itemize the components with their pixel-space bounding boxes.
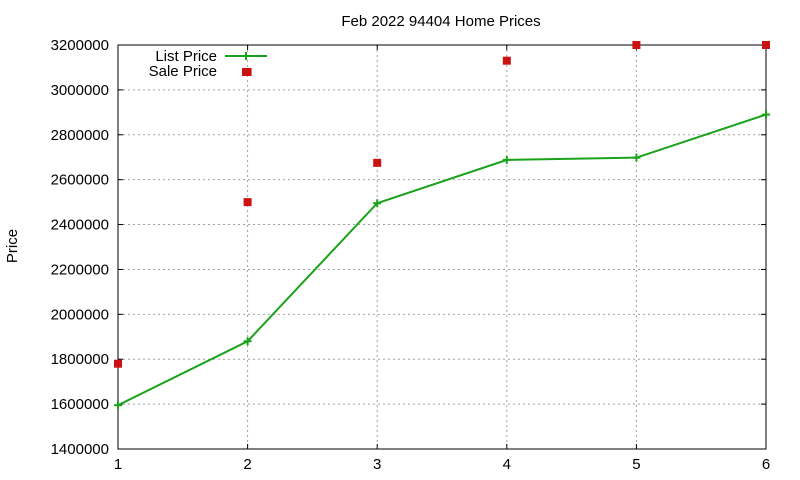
y-tick-label: 1800000 (51, 351, 109, 368)
legend-label-sale-price: Sale Price (149, 63, 217, 80)
y-tick-label: 2000000 (51, 306, 109, 323)
legend-marker-list-price (242, 52, 250, 60)
x-tick-label: 2 (243, 456, 251, 473)
sale-price-point (114, 359, 122, 368)
axis-ticks: 1 2 3 4 5 6 1400000 1600000 1800000 2000000 220000… (51, 37, 771, 473)
sale-price-point (762, 41, 770, 49)
list-price-point (243, 337, 252, 346)
list-price-line (117, 113, 767, 407)
sale-price-point (243, 198, 252, 207)
legend: List Price Sale Price (149, 48, 267, 80)
data-series (114, 41, 770, 410)
list-price-point (632, 153, 641, 162)
list-price-point (502, 155, 511, 164)
legend-label-list-price: List Price (155, 48, 217, 65)
y-tick-label: 2400000 (51, 217, 109, 234)
x-tick-label: 4 (503, 456, 511, 473)
y-tick-label: 3200000 (51, 37, 109, 54)
grid-lines (118, 45, 766, 449)
x-tick-label: 1 (114, 456, 122, 473)
sale-price-point (502, 56, 511, 65)
y-axis-label: Price (4, 229, 21, 263)
y-tick-label: 1400000 (51, 441, 109, 458)
x-tick-label: 5 (632, 456, 640, 473)
list-price-point (762, 110, 770, 119)
y-tick-label: 1600000 (51, 396, 109, 413)
list-price-point (114, 401, 122, 410)
sale-price-point (632, 41, 641, 49)
legend-marker-sale-price (242, 68, 250, 76)
y-tick-label: 2800000 (51, 127, 109, 144)
chart-title: Feb 2022 94404 Home Prices (341, 13, 540, 30)
y-tick-label: 2200000 (51, 261, 109, 278)
sale-price-point (373, 158, 382, 167)
list-price-point (373, 199, 382, 208)
y-tick-label: 3000000 (51, 82, 109, 99)
plot-frame (117, 44, 767, 450)
x-tick-label: 3 (373, 456, 381, 473)
x-tick-label: 6 (762, 456, 770, 473)
y-tick-label: 2600000 (51, 172, 109, 189)
